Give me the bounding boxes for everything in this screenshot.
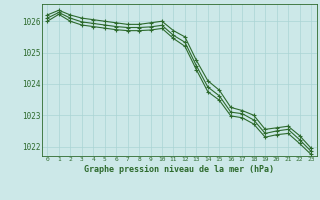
X-axis label: Graphe pression niveau de la mer (hPa): Graphe pression niveau de la mer (hPa) <box>84 165 274 174</box>
